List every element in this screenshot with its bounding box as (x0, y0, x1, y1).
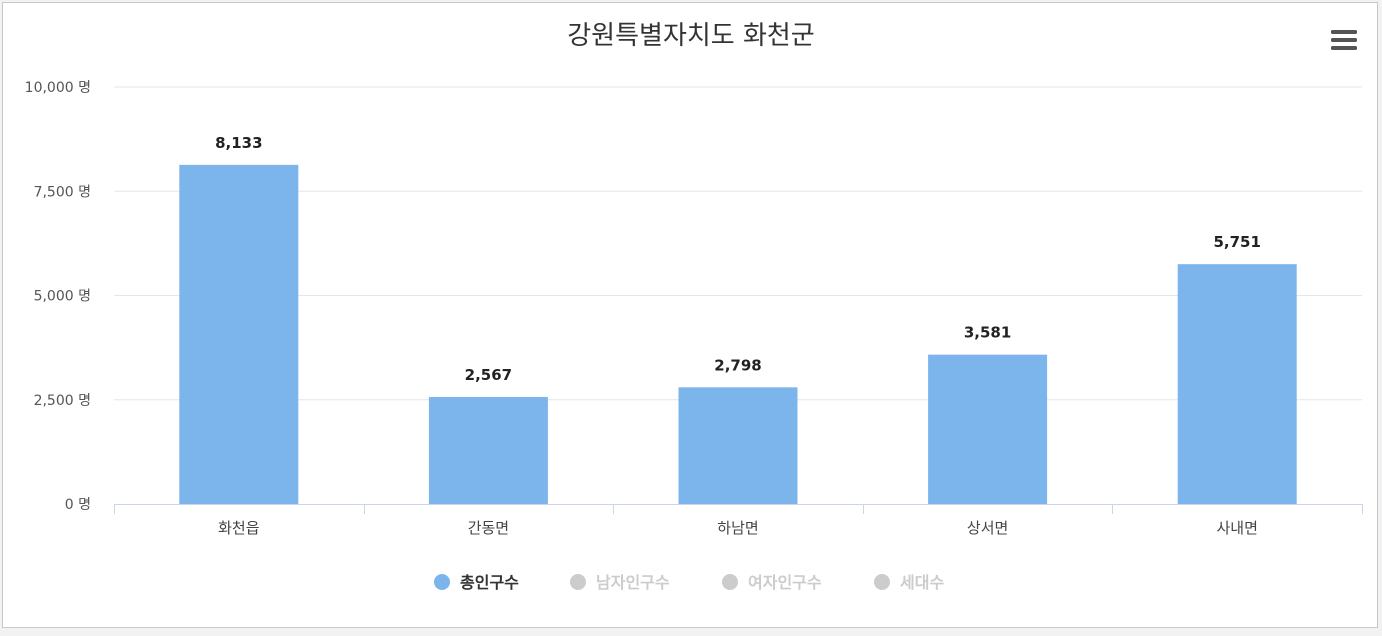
x-tick-label: 화천읍 (218, 519, 259, 537)
bar-4[interactable] (1177, 264, 1297, 504)
legend-marker (874, 574, 890, 590)
legend-item-0[interactable]: 총인구수 (434, 573, 519, 592)
data-label: 2,798 (714, 356, 761, 374)
bar-0[interactable] (179, 164, 299, 505)
data-label: 2,567 (465, 366, 512, 384)
legend: 총인구수 남자인구수 여자인구수 세대수 (434, 573, 944, 592)
data-labels: 8,133 2,567 2,798 3,581 5,751 (215, 134, 1261, 384)
legend-label: 총인구수 (460, 573, 519, 592)
legend-label: 남자인구수 (596, 573, 670, 592)
legend-label: 여자인구수 (748, 573, 822, 592)
bar-3[interactable] (928, 354, 1048, 504)
bar-2[interactable] (678, 387, 798, 504)
y-tick-label: 10,000 명 (25, 80, 91, 96)
y-axis-ticks: 0 명 2,500 명 5,000 명 7,500 명 10,000 명 (25, 80, 91, 513)
x-tick-label: 하남면 (717, 519, 758, 537)
legend-marker (722, 574, 738, 590)
x-tick-label: 간동면 (468, 519, 509, 537)
x-axis-ticks: 화천읍 간동면 하남면 상서면 사내면 (218, 519, 1258, 537)
y-tick-label: 0 명 (65, 497, 91, 513)
legend-item-2[interactable]: 여자인구수 (722, 573, 822, 592)
data-label: 5,751 (1213, 233, 1260, 251)
chart-title: 강원특별자치도 화천군 (567, 21, 814, 51)
y-tick-label: 2,500 명 (34, 393, 91, 409)
y-tick-label: 7,500 명 (34, 184, 91, 200)
legend-item-3[interactable]: 세대수 (874, 573, 944, 592)
bar-chart: 강원특별자치도 화천군 0 명 2,500 명 5,000 명 7,500 명 10,0… (25, 19, 1363, 592)
x-tick-label: 상서면 (967, 519, 1008, 537)
x-axis (114, 504, 1363, 514)
legend-item-1[interactable]: 남자인구수 (570, 573, 670, 592)
grid-lines (114, 86, 1362, 401)
hamburger-menu-icon[interactable] (1321, 19, 1357, 55)
data-label: 3,581 (964, 324, 1011, 342)
legend-marker (570, 574, 586, 590)
bar-1[interactable] (428, 396, 548, 504)
legend-label: 세대수 (900, 573, 944, 592)
x-tick-label: 사내면 (1216, 519, 1257, 537)
data-label: 8,133 (215, 134, 262, 152)
bars (179, 164, 1297, 505)
legend-marker (434, 574, 450, 590)
y-tick-label: 5,000 명 (34, 289, 91, 305)
